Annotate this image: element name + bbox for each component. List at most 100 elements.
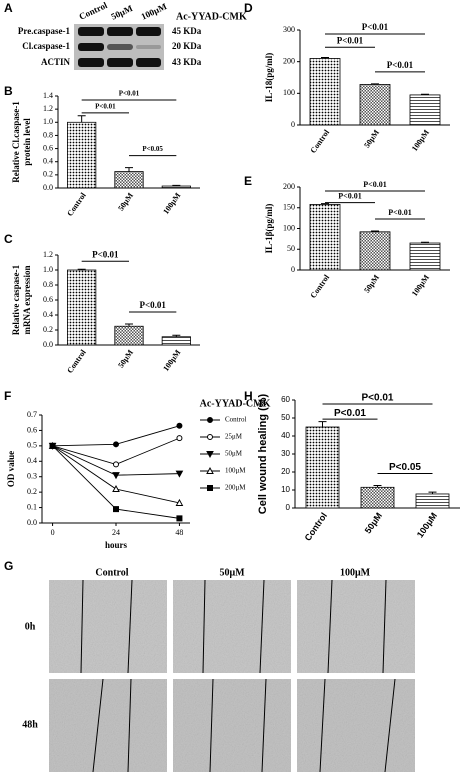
y-tick-label: 10: [281, 485, 290, 494]
y-axis-title: mRNA expression: [22, 265, 32, 334]
y-tick-label: 1.2: [43, 250, 53, 259]
panel-label: G: [4, 559, 13, 573]
y-tick-label: 100: [283, 223, 295, 232]
legend-label: 25μM: [225, 433, 243, 441]
legend-marker: [206, 466, 214, 474]
significance-label: P<0.05: [142, 145, 163, 153]
error-bar: [172, 184, 181, 187]
x-tick-label: Control: [303, 511, 330, 543]
y-tick-label: 0: [291, 120, 295, 129]
blot-row: ACTIN: [41, 57, 71, 67]
x-tick-label: Control: [309, 272, 332, 300]
y-tick-label: 0.2: [43, 325, 53, 334]
significance-label: P<0.01: [362, 22, 389, 32]
legend-label: 50μM: [225, 450, 243, 458]
marker: [113, 441, 119, 448]
bar: [359, 231, 391, 271]
y-tick-label: 0.2: [27, 487, 37, 496]
legend-label: Control: [225, 416, 246, 424]
significance-label: P<0.01: [139, 300, 166, 310]
y-tick-label: 1.2: [43, 104, 53, 113]
significance-label: P<0.01: [119, 90, 140, 98]
legend-marker: [207, 434, 213, 440]
bar: [359, 84, 391, 126]
panel-label: H: [244, 389, 253, 403]
error-bar: [373, 485, 382, 488]
bar: [305, 426, 340, 509]
y-tick-label: 0.4: [27, 456, 37, 465]
y-tick-label: 60: [281, 395, 290, 404]
error-bar: [428, 491, 437, 494]
x-tick-label: 50μM: [363, 511, 384, 536]
chart-panel: C 0.0 0.2 0.4 0.6 0.8 1.0 1.2 Relative caspase-1…: [4, 232, 200, 375]
bar: [409, 94, 441, 126]
y-tick-label: 0.2: [43, 170, 53, 179]
y-tick-label: 0.8: [43, 130, 53, 139]
y-tick-label: 40: [281, 431, 290, 440]
bar: [309, 204, 341, 271]
blot-column: Control: [77, 0, 109, 22]
blot-panel: A Control 50μM 100μM Ac-YYAD-CMK Pre.cas…: [4, 0, 247, 70]
y-axis-title: Relative Cl.caspase-1: [11, 101, 21, 183]
significance-label: P<0.05: [389, 462, 421, 473]
wound-edges: [80, 579, 396, 773]
y-tick-label: 1.4: [43, 91, 53, 100]
y-tick-label: 0.4: [43, 157, 53, 166]
x-tick-label: 100μM: [415, 511, 439, 540]
x-tick-label: 24: [112, 528, 120, 537]
error-bar: [77, 115, 86, 123]
y-axis-title: protein level: [22, 118, 32, 166]
legend-label: 200μM: [225, 484, 246, 492]
x-tick-label: 100μM: [161, 348, 182, 373]
micrograph-panel: G Control 50μM 100μM 0h 48h: [4, 559, 415, 773]
bar: [67, 269, 97, 346]
y-tick-label: 0.6: [27, 425, 37, 434]
y-tick-label: 0.4: [43, 310, 53, 319]
marker: [176, 422, 183, 429]
y-tick-label: 50: [287, 244, 295, 253]
y-tick-label: 0.8: [43, 280, 53, 289]
y-tick-label: 0: [291, 265, 295, 274]
error-bar: [125, 323, 133, 327]
y-tick-label: 0: [286, 503, 291, 512]
marker: [112, 485, 120, 493]
blot-column: 50μM: [109, 3, 134, 22]
panel-label: C: [4, 232, 13, 246]
row-header: 0h: [25, 621, 36, 632]
bar: [415, 493, 450, 509]
x-tick-label: 50μM: [362, 273, 381, 295]
significance-label: P<0.01: [363, 180, 386, 189]
y-axis-title: OD value: [6, 451, 16, 487]
y-tick-label: 0.7: [27, 410, 37, 419]
significance-label: P<0.01: [334, 408, 366, 419]
blot-row: Pre.caspase-1: [18, 26, 71, 36]
error-bar: [318, 421, 327, 427]
chart-title: Ac-YYAD-CMK: [200, 398, 271, 409]
y-tick-label: 0.1: [27, 502, 37, 511]
column-header: 50μM: [219, 567, 245, 578]
panel-label: A: [4, 1, 13, 15]
y-axis-title: IL-18(pg/ml): [264, 53, 274, 103]
y-axis-title: IL-1β(pg/ml): [264, 204, 274, 254]
y-axis-title: Relative caspase-1: [11, 264, 21, 335]
legend-label: 100μM: [225, 467, 246, 475]
blot-size: 20 KDa: [172, 41, 202, 51]
x-tick-label: 100μM: [410, 273, 431, 298]
x-tick-label: 48: [175, 528, 183, 537]
x-axis-title: hours: [105, 540, 128, 550]
chart-panel: E 0 50 100 150 200 IL-1β(pg/ml) Control 50μM 100μ…: [244, 174, 450, 300]
marker: [175, 498, 184, 506]
x-tick-label: Control: [65, 190, 88, 218]
panel-label: D: [244, 1, 253, 15]
micrograph-images: [49, 580, 415, 772]
blot-treatment: Ac-YYAD-CMK: [176, 11, 247, 22]
bar: [161, 185, 191, 189]
y-tick-label: 150: [283, 203, 295, 212]
chart-panel: D 0 100 200 300 IL-18(pg/ml) Control 50μM 100μM P…: [244, 1, 450, 155]
panel-label: B: [4, 84, 13, 98]
marker: [113, 461, 119, 468]
y-tick-label: 50: [281, 413, 290, 422]
bar: [309, 58, 341, 126]
panel-label: F: [4, 389, 11, 403]
